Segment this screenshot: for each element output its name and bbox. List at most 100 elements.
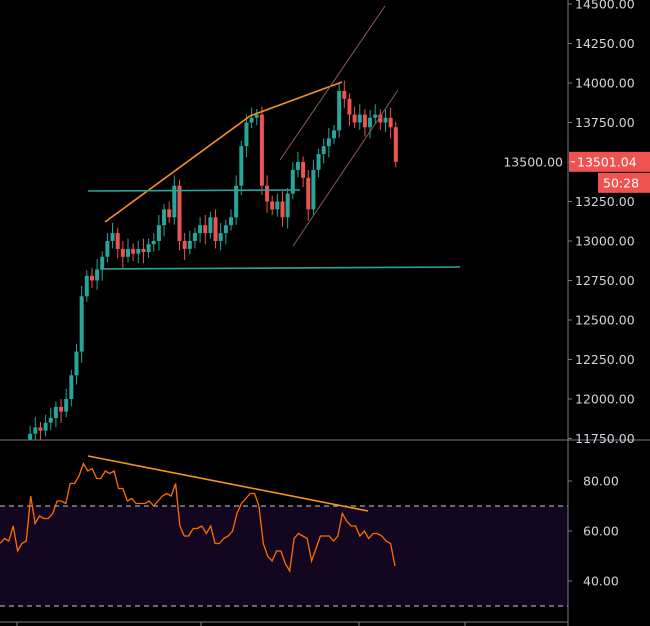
candle-body bbox=[74, 351, 79, 376]
candle-body bbox=[270, 201, 275, 210]
candle-body bbox=[393, 127, 398, 162]
candle-body bbox=[285, 193, 290, 218]
candle-body bbox=[59, 406, 64, 412]
candle-body bbox=[249, 117, 254, 123]
rsi-band-layer bbox=[0, 505, 568, 607]
candle-body bbox=[162, 209, 167, 226]
last-price-label: 13501.04 bbox=[577, 154, 637, 169]
candle-body bbox=[136, 248, 141, 254]
channel-line bbox=[292, 89, 399, 247]
drawings-layer[interactable] bbox=[87, 5, 461, 512]
rsi-tick-label: 80.00 bbox=[583, 474, 619, 489]
price-tick-label: 12250.00 bbox=[575, 352, 635, 367]
price-tick-label: 13500.00 bbox=[503, 155, 563, 170]
rsi-line bbox=[0, 461, 396, 573]
price-tick-label: 13000.00 bbox=[575, 234, 635, 249]
rsi-band bbox=[0, 506, 568, 606]
countdown-tag bbox=[598, 172, 650, 193]
candle-body bbox=[33, 427, 38, 434]
candle-body bbox=[326, 138, 331, 147]
candle-body bbox=[311, 169, 316, 210]
candle-body bbox=[100, 256, 105, 270]
candle-body bbox=[141, 248, 146, 253]
candle-body bbox=[362, 114, 367, 128]
candle-body bbox=[48, 417, 53, 423]
candle-body bbox=[290, 169, 295, 194]
candle-body bbox=[223, 225, 228, 234]
candle-body bbox=[368, 117, 373, 128]
candle-body bbox=[23, 446, 27, 455]
candle-body bbox=[280, 201, 285, 218]
candle-body bbox=[187, 241, 192, 249]
candle-body bbox=[172, 185, 177, 218]
candle-body bbox=[110, 233, 115, 241]
candle-body bbox=[28, 433, 33, 440]
horizontal-line bbox=[87, 189, 301, 192]
candle-body bbox=[84, 275, 89, 297]
candle-body bbox=[53, 406, 58, 418]
price-tick-label: 14000.00 bbox=[575, 76, 635, 91]
candle-body bbox=[265, 185, 270, 202]
candle-body bbox=[352, 114, 357, 123]
candle-body bbox=[342, 90, 347, 99]
candle-body bbox=[115, 233, 120, 249]
candle-body bbox=[198, 225, 203, 234]
candle-body bbox=[89, 275, 94, 281]
candle-body bbox=[126, 248, 130, 257]
candle-body bbox=[38, 427, 43, 431]
candle-body bbox=[239, 146, 244, 186]
candle-body bbox=[388, 117, 393, 128]
candle-body bbox=[69, 375, 74, 399]
horizontal-line bbox=[99, 266, 461, 270]
candles-layer bbox=[23, 80, 398, 455]
channel-line bbox=[279, 5, 386, 161]
candle-body bbox=[357, 114, 362, 123]
candle-body bbox=[79, 296, 84, 352]
candle-body bbox=[295, 162, 300, 170]
candle-body bbox=[316, 154, 321, 170]
candle-body bbox=[208, 217, 213, 234]
price-tick-label: 12750.00 bbox=[575, 273, 635, 288]
price-tick-label: 14250.00 bbox=[575, 36, 635, 51]
candle-body bbox=[373, 114, 378, 118]
candle-body bbox=[306, 177, 311, 210]
candle-body bbox=[383, 117, 388, 123]
candle-body bbox=[192, 233, 197, 241]
candle-body bbox=[182, 241, 187, 249]
rsi-layer bbox=[0, 461, 396, 573]
candle-body bbox=[43, 422, 48, 431]
candle-body bbox=[203, 225, 208, 234]
candle-body bbox=[177, 185, 182, 241]
candle-body bbox=[167, 209, 172, 218]
candle-body bbox=[321, 146, 326, 155]
candle-body bbox=[95, 269, 100, 281]
candle-body bbox=[234, 185, 239, 218]
rsi-trendline bbox=[87, 455, 369, 512]
price-tick-label: 13250.00 bbox=[575, 194, 635, 209]
candle-body bbox=[120, 248, 125, 257]
candle-body bbox=[64, 399, 69, 412]
last-price-tag bbox=[569, 151, 650, 172]
rsi-tick-label: 60.00 bbox=[583, 524, 619, 539]
price-tick-label: 14500.00 bbox=[575, 0, 635, 12]
candle-body bbox=[213, 217, 218, 241]
candle-body bbox=[301, 162, 306, 178]
trendline bbox=[104, 115, 251, 223]
candle-body bbox=[131, 248, 136, 254]
trendline bbox=[249, 81, 343, 117]
candle-body bbox=[151, 241, 156, 245]
candle-body bbox=[229, 217, 233, 226]
candle-body bbox=[254, 114, 259, 118]
price-tick-label: 11750.00 bbox=[575, 431, 635, 446]
candle-body bbox=[347, 98, 352, 115]
countdown-label: 50:28 bbox=[603, 175, 639, 190]
price-tick-label: 12500.00 bbox=[575, 313, 635, 328]
candle-body bbox=[378, 114, 383, 123]
candle-body bbox=[332, 130, 336, 139]
candle-body bbox=[259, 114, 264, 186]
candle-body bbox=[275, 201, 280, 210]
candle-body bbox=[218, 233, 223, 241]
candle-body bbox=[146, 244, 151, 253]
